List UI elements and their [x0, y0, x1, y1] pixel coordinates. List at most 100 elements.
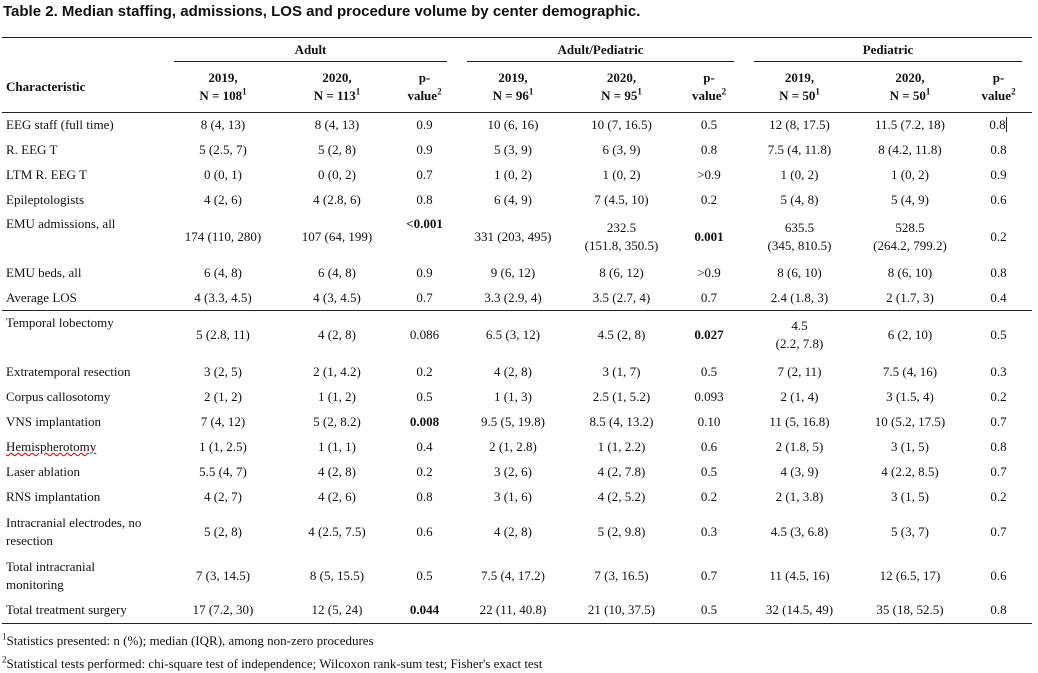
p-value: 0.3: [700, 523, 718, 539]
cell: 4 (2, 5.2): [597, 489, 646, 504]
p-value: 0.093: [694, 389, 724, 404]
cell: 6 (3, 9): [602, 142, 641, 157]
table-row: RNS implantation 4 (2, 7) 4 (2, 6) 0.8 3…: [2, 485, 1032, 510]
group-adult-pediatric: Adult/Pediatric: [457, 37, 744, 62]
cell: 2 (1.7, 3): [855, 285, 965, 311]
p-value: 0.001: [694, 228, 724, 244]
cell: 3.3 (2.9, 4): [457, 285, 569, 311]
p-value: 0.7: [990, 464, 1007, 479]
cell: 11 (5, 16.8): [769, 414, 830, 429]
footnote-2: 2Statistical tests performed: chi-square…: [2, 654, 543, 671]
table-row: Extratemporal resection 3 (2, 5) 2 (1, 4…: [2, 360, 1032, 385]
p-value: 0.8: [700, 142, 718, 157]
cell: 7.5 (4, 11.8): [767, 142, 832, 157]
row-label: RNS implantation: [6, 489, 101, 504]
cell: 4 (2, 6): [318, 489, 356, 504]
table-row: Total treatment surgery 17 (7.2, 30) 12 …: [2, 597, 1032, 624]
col-ap-2019: 2019, N = 961: [457, 62, 569, 113]
table-row: Total intracranial monitoring 7 (3, 14.5)…: [2, 554, 1032, 598]
cell: 10 (6, 16): [487, 117, 539, 133]
p-value: 0.086: [409, 327, 440, 343]
table-row: Average LOS 4 (3.3, 4.5) 4 (3, 4.5) 0.7 …: [2, 285, 1032, 311]
p-value: 0.5: [700, 464, 718, 479]
table-row: EMU admissions, all 174 (110, 280) 107 (…: [2, 213, 1032, 261]
table-row: Epileptologists 4 (2, 6) 4 (2.8, 6) 0.8 …: [2, 188, 1032, 213]
cell: 3 (1, 5): [891, 489, 929, 504]
p-value: 0.044: [392, 597, 457, 624]
p-value: 0.6: [990, 192, 1007, 207]
cell: 6 (4, 8): [318, 265, 356, 280]
row-label: Total intracranial monitoring: [6, 558, 95, 592]
cell: 4 (2, 8): [318, 327, 356, 343]
row-label: Epileptologists: [6, 192, 84, 207]
p-value: 0.008: [409, 414, 440, 429]
row-label: Temporal lobectomy: [6, 315, 114, 330]
cell: 8 (4.2, 11.8): [878, 142, 942, 157]
cell: 8 (4, 13): [314, 117, 360, 133]
cell: 7 (4, 12): [200, 414, 246, 429]
group-pediatric: Pediatric: [744, 37, 1032, 62]
cell: 8 (6, 10): [887, 265, 933, 280]
cell: 0 (0, 1): [204, 167, 242, 182]
group-blank: [2, 37, 164, 62]
cell: 6.5 (3, 12): [485, 327, 541, 343]
p-value: 0.4: [965, 285, 1032, 311]
cell: 5 (2.8, 11): [196, 327, 250, 343]
p-value: 0.8: [990, 142, 1007, 157]
cell: 4 (2, 8): [494, 523, 532, 539]
row-label: Extratemporal resection: [6, 364, 131, 379]
p-value: 0.2: [700, 489, 718, 504]
p-value: 0.8: [990, 265, 1007, 280]
cell: 5 (2, 8.2): [313, 414, 361, 429]
cell: 2 (1.8, 5): [775, 439, 824, 454]
cell: 5 (3, 7): [891, 523, 929, 539]
cell: 7 (3, 16.5): [594, 567, 649, 583]
p-value: 0.2: [990, 489, 1007, 504]
group-header-row: Adult Adult/Pediatric Pediatric: [2, 37, 1032, 62]
cell: 22 (11, 40.8): [457, 597, 569, 624]
p-value: 0.7: [392, 285, 457, 311]
cell: 3 (2, 5): [204, 364, 242, 379]
cell: 11.5 (7.2, 18): [875, 117, 945, 133]
row-label: Corpus callosotomy: [6, 389, 111, 404]
cell: 9 (6, 12): [490, 265, 536, 280]
cell: 2 (1, 4.2): [313, 364, 361, 379]
cell: 3 (1, 6): [494, 489, 532, 504]
cell: 7.5 (4, 16): [882, 364, 938, 379]
cell: 4.5 (3, 6.8): [770, 523, 829, 539]
text-cursor: [1005, 117, 1008, 133]
cell: 4 (2.5, 7.5): [308, 523, 366, 539]
cell: 6 (4, 9): [494, 192, 532, 207]
col-ped-p: p-value2: [965, 62, 1032, 113]
cell: 1 (1, 3): [494, 389, 532, 404]
cell: 9.5 (5, 19.8): [481, 414, 545, 429]
footnote-1: 1Statistics presented: n (%); median (IQ…: [2, 631, 374, 648]
cell: 3 (1, 5): [891, 439, 929, 454]
cell: 174 (110, 280): [184, 228, 262, 244]
cell: 1 (1, 1): [318, 439, 356, 454]
cell: 3.5 (2.7, 4): [569, 285, 674, 311]
cell: 0 (0, 2): [318, 167, 356, 182]
table-row: Corpus callosotomy 2 (1, 2) 1 (1, 2) 0.5…: [2, 385, 1032, 410]
p-value: 0.5: [674, 597, 744, 624]
cell: 4.5 (2.2, 7.8): [775, 318, 824, 352]
cell: 4 (2, 7): [204, 489, 242, 504]
cell: 107 (64, 199): [301, 228, 373, 244]
cell: 3 (2, 6): [494, 464, 532, 479]
p-value: 0.5: [416, 567, 433, 583]
cell: 331 (203, 495): [474, 228, 552, 244]
col-adult-2020: 2020, N = 1131: [282, 62, 392, 113]
cell: 3 (1, 7): [602, 364, 641, 379]
col-adult-p: p-value2: [392, 62, 457, 113]
cell: 4 (2, 8): [494, 364, 532, 379]
col-adult-2019: 2019, N = 1081: [164, 62, 282, 113]
table-row: EEG staff (full time) 8 (4, 13) 8 (4, 13…: [2, 113, 1032, 138]
row-label: Intracranial electrodes, no resection: [6, 514, 142, 548]
p-value: 0.6: [700, 439, 718, 454]
cell: 4 (3, 9): [780, 464, 819, 479]
p-value: 0.7: [416, 167, 433, 182]
cell: 635.5 (345, 810.5): [767, 219, 832, 253]
cell: 17 (7.2, 30): [164, 597, 282, 624]
cell: 32 (14.5, 49): [744, 597, 855, 624]
p-value: >0.9: [697, 167, 721, 182]
